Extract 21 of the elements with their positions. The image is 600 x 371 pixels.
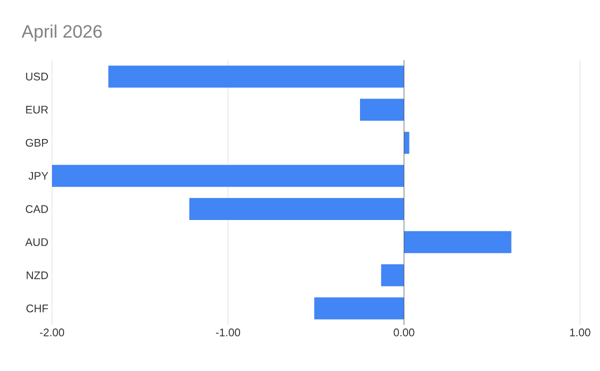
bar: [404, 231, 512, 254]
bar: [314, 297, 404, 320]
chart-title: April 2026: [22, 24, 102, 42]
y-tick-label: JPY: [28, 172, 48, 180]
x-tick-label: 1.00: [570, 328, 590, 336]
bar: [189, 198, 404, 220]
x-tick-label: -1.00: [216, 328, 240, 336]
bar: [360, 98, 404, 121]
y-tick-label: EUR: [26, 106, 48, 114]
x-tick-label: 0.00: [394, 328, 414, 336]
y-tick-label: NZD: [26, 272, 48, 280]
y-tick-label: AUD: [25, 238, 48, 246]
y-tick-label: CHF: [26, 304, 48, 312]
bar: [404, 132, 410, 154]
y-tick-label: USD: [26, 72, 48, 80]
bar: [108, 66, 404, 88]
x-tick-label: -2.00: [40, 328, 64, 336]
bar: [381, 264, 404, 286]
bar: [52, 164, 404, 187]
y-tick-label: CAD: [26, 205, 48, 213]
y-tick-label: GBP: [26, 138, 48, 147]
